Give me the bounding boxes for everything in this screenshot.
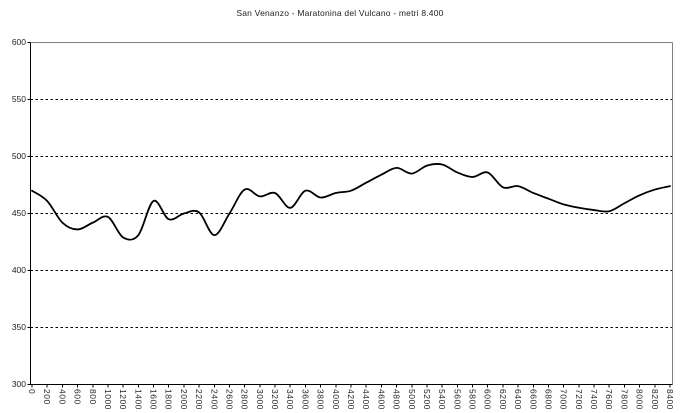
x-tick-label: 6600 bbox=[528, 388, 539, 410]
x-tick-label: 3400 bbox=[285, 388, 296, 410]
x-tick-label: 800 bbox=[87, 388, 98, 405]
x-tick-label: 6200 bbox=[497, 388, 508, 410]
x-tick-label: 1400 bbox=[133, 388, 144, 410]
x-tick-label: 2400 bbox=[209, 388, 220, 410]
x-tick-label: 3600 bbox=[300, 388, 311, 410]
x-tick-label: 1000 bbox=[102, 388, 113, 410]
x-tick-label: 8400 bbox=[665, 388, 675, 410]
x-tick-label: 7200 bbox=[573, 388, 584, 410]
x-tick-label: 3800 bbox=[315, 388, 326, 410]
x-tick-label: 5800 bbox=[467, 388, 478, 410]
x-tick-label: 7800 bbox=[619, 388, 630, 410]
y-tick-label: 400 bbox=[11, 265, 26, 275]
y-tick-label: 450 bbox=[11, 208, 26, 218]
x-tick-label: 4200 bbox=[346, 388, 356, 410]
x-tick-label: 8000 bbox=[634, 388, 645, 410]
x-tick-label: 2600 bbox=[224, 388, 235, 410]
y-tick-label: 550 bbox=[11, 94, 26, 104]
x-tick-label: 200 bbox=[42, 388, 53, 405]
x-tick-label: 7000 bbox=[558, 388, 569, 410]
x-tick-label: 1600 bbox=[148, 388, 159, 410]
x-tick-label: 1800 bbox=[163, 388, 174, 410]
x-tick-label: 8200 bbox=[649, 388, 660, 410]
x-tick-label: 0 bbox=[27, 388, 37, 394]
x-tick-label: 3000 bbox=[254, 388, 265, 410]
y-tick-label: 300 bbox=[11, 379, 26, 389]
x-tick-label: 5000 bbox=[406, 388, 417, 410]
x-tick-label: 7600 bbox=[604, 388, 615, 410]
x-tick-label: 4800 bbox=[391, 388, 402, 410]
x-tick-label: 400 bbox=[57, 388, 68, 405]
x-tick-label: 6400 bbox=[513, 388, 524, 410]
y-tick-label: 350 bbox=[11, 322, 26, 332]
x-tick-label: 5400 bbox=[437, 388, 448, 410]
x-tick-label: 4400 bbox=[361, 388, 372, 410]
x-tick-label: 600 bbox=[72, 388, 83, 405]
x-tick-label: 2000 bbox=[178, 388, 189, 410]
x-tick-label: 5600 bbox=[452, 388, 463, 410]
x-tick-label: 3200 bbox=[270, 388, 281, 410]
x-tick-label: 7400 bbox=[589, 388, 600, 410]
x-tick-label: 1200 bbox=[118, 388, 129, 410]
y-tick-label: 500 bbox=[11, 151, 26, 161]
x-tick-label: 6800 bbox=[543, 388, 554, 410]
x-tick-label: 4000 bbox=[330, 388, 341, 410]
x-tick-label: 6000 bbox=[482, 388, 493, 410]
chart-title: San Venanzo - Maratonina del Vulcano - m… bbox=[236, 8, 444, 18]
y-tick-label: 600 bbox=[11, 37, 26, 47]
x-tick-label: 2800 bbox=[239, 388, 250, 410]
x-tick-label: 2200 bbox=[194, 388, 205, 410]
elevation-profile-line bbox=[31, 163, 671, 241]
x-tick-label: 4600 bbox=[376, 388, 387, 410]
x-tick-label: 5200 bbox=[421, 388, 432, 410]
